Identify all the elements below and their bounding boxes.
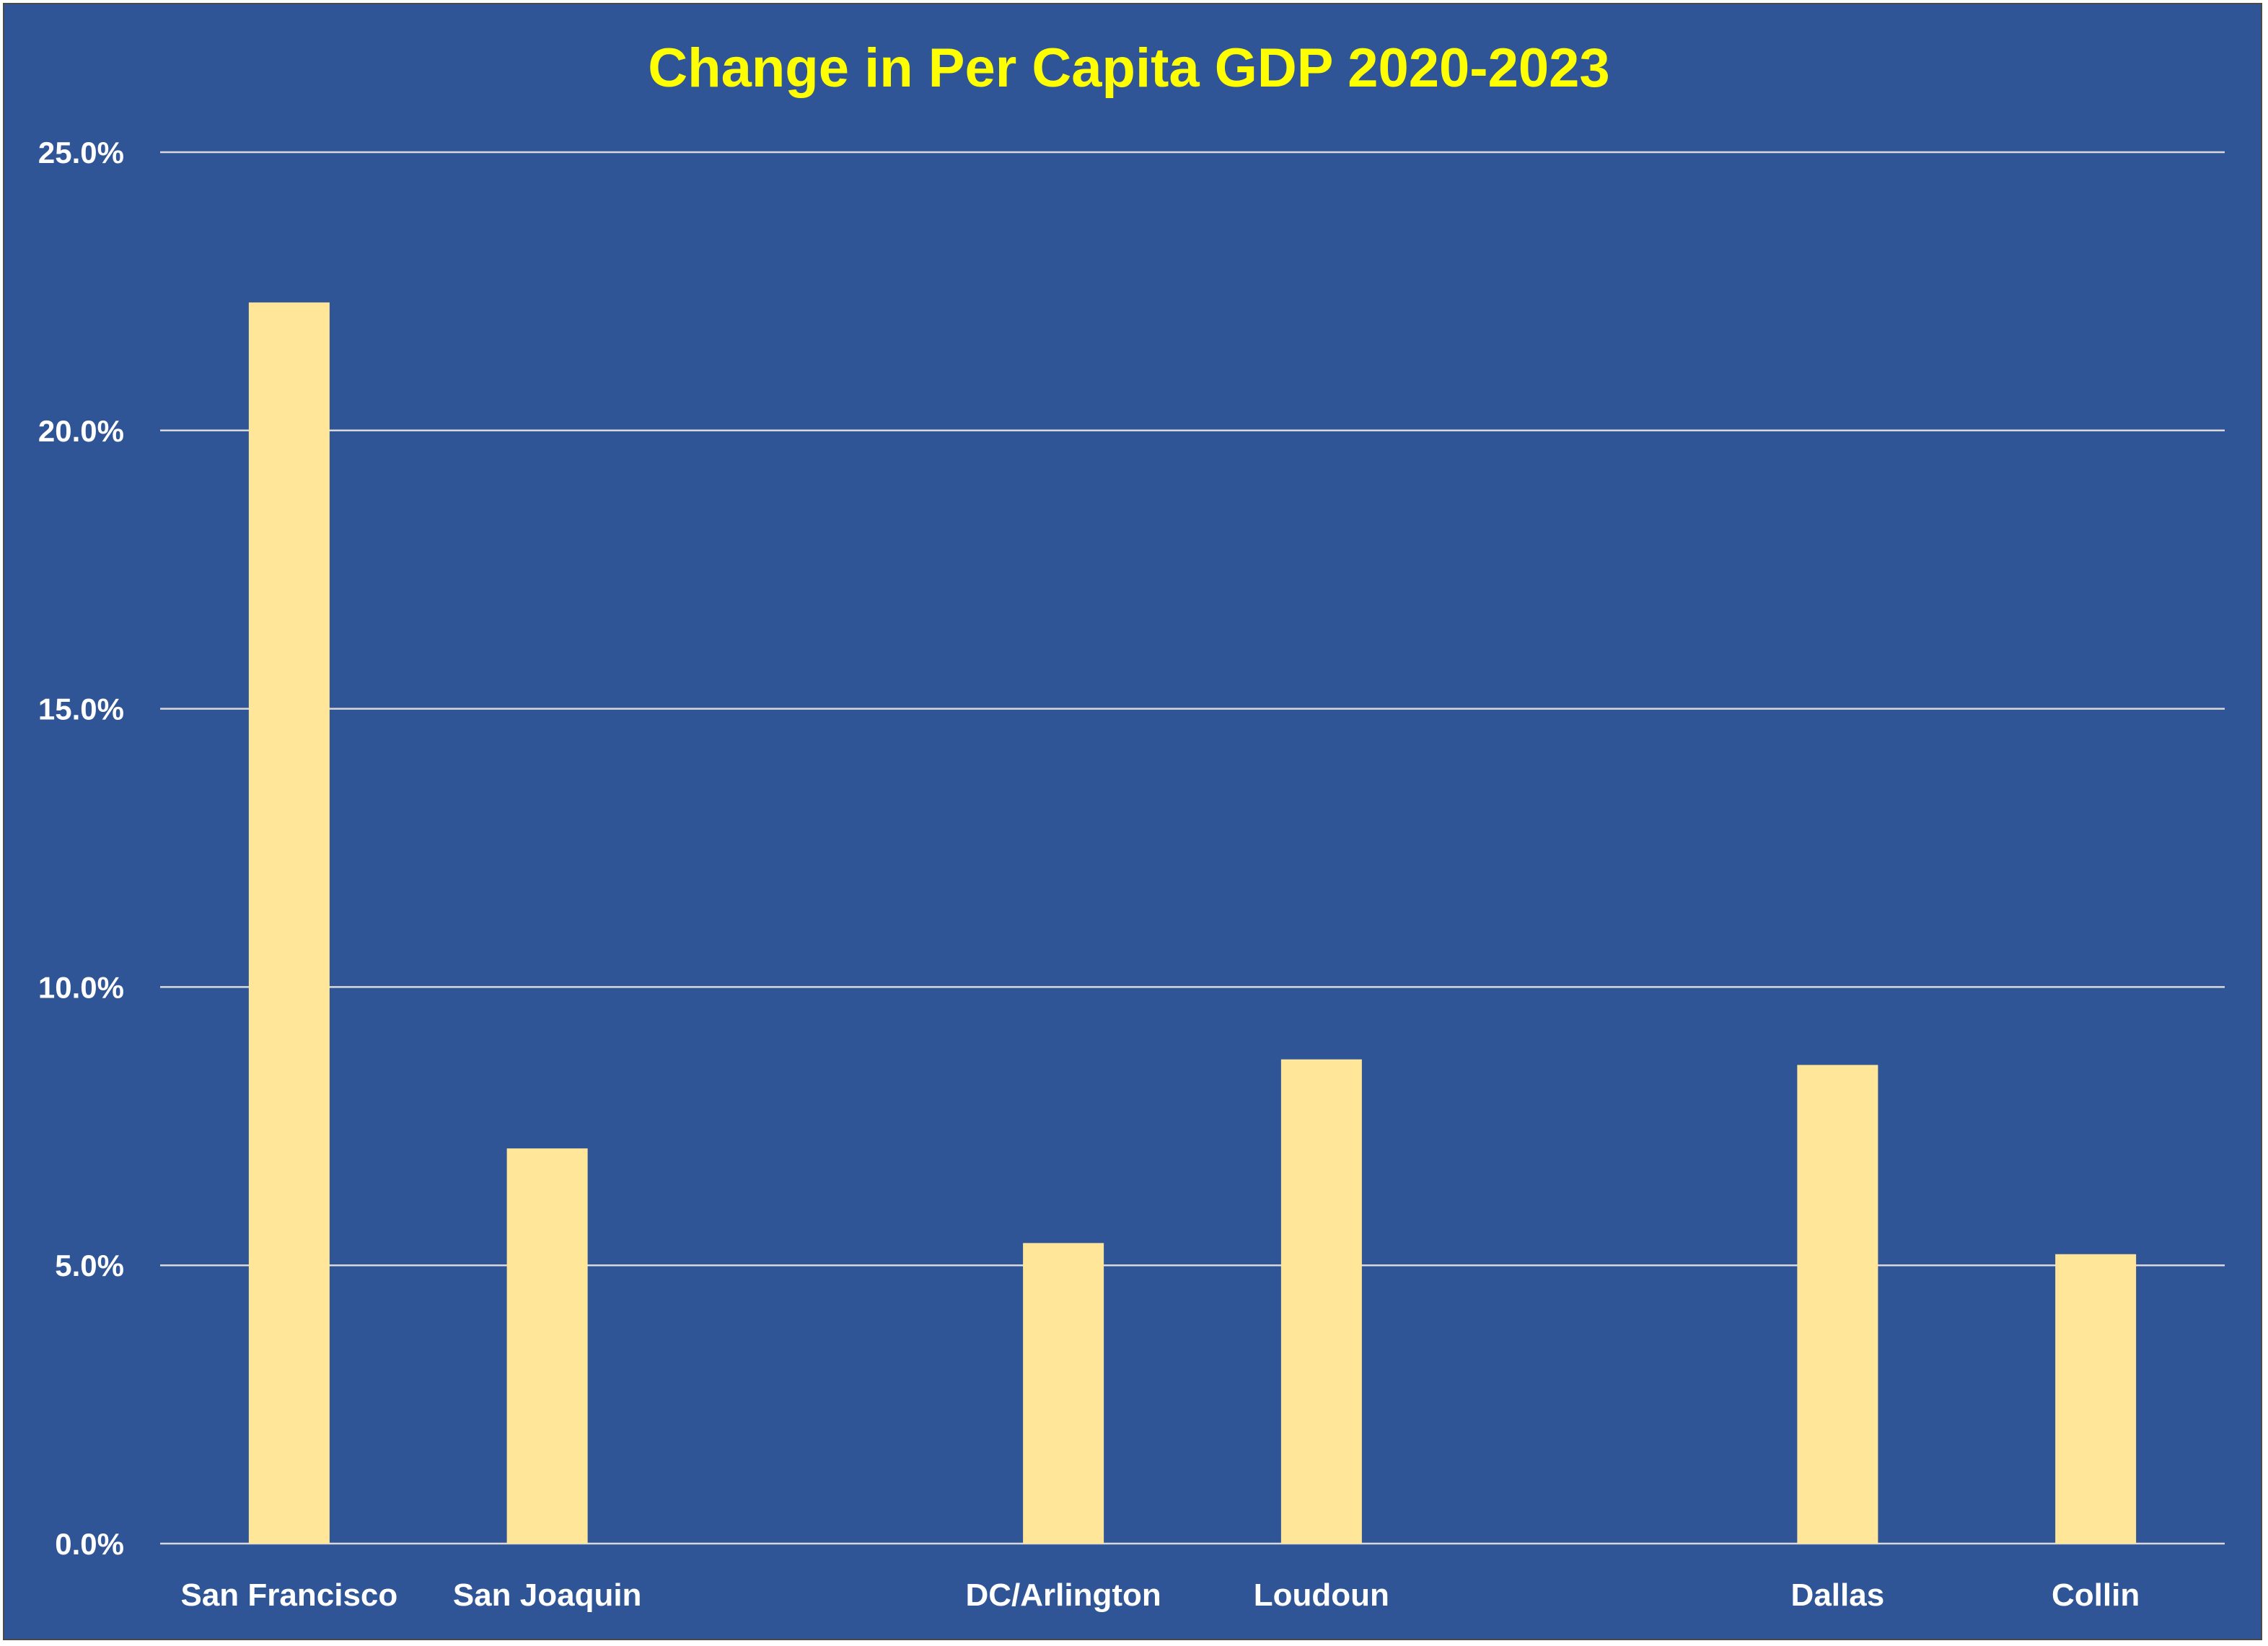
bar-dallas [1797,1065,1878,1544]
y-tick-label: 15.0% [38,692,124,726]
y-tick-label: 10.0% [38,970,124,1004]
bars [248,302,2137,1544]
y-tick-label: 25.0% [38,136,124,170]
y-tick-label: 5.0% [55,1249,124,1282]
x-category-label: Collin [2052,1577,2140,1613]
bar-loudoun [1280,1059,1362,1544]
y-tick-label: 0.0% [55,1527,124,1561]
x-category-label: San Joaquin [453,1577,642,1613]
x-category-label: Loudoun [1254,1577,1389,1613]
x-category-label: DC/Arlington [965,1577,1161,1613]
chart-frame [3,3,2262,1640]
bar-san-francisco [248,302,330,1544]
y-axis-tick-labels: 0.0% 5.0% 10.0% 15.0% 20.0% 25.0% [38,136,124,1561]
chart-title: Change in Per Capita GDP 2020-2023 [648,38,1609,99]
x-category-label: San Francisco [180,1577,397,1613]
gridlines [160,151,2225,1545]
bar-collin [2055,1254,2137,1544]
x-category-label: Dallas [1791,1577,1885,1613]
bar-san-joaquin [506,1148,588,1544]
x-axis-category-labels: San Francisco San Joaquin DC/Arlington Loud… [180,1577,2140,1613]
y-tick-label: 20.0% [38,414,124,448]
chart-background [4,4,2261,1639]
bar-dc-arlington [1023,1243,1104,1544]
